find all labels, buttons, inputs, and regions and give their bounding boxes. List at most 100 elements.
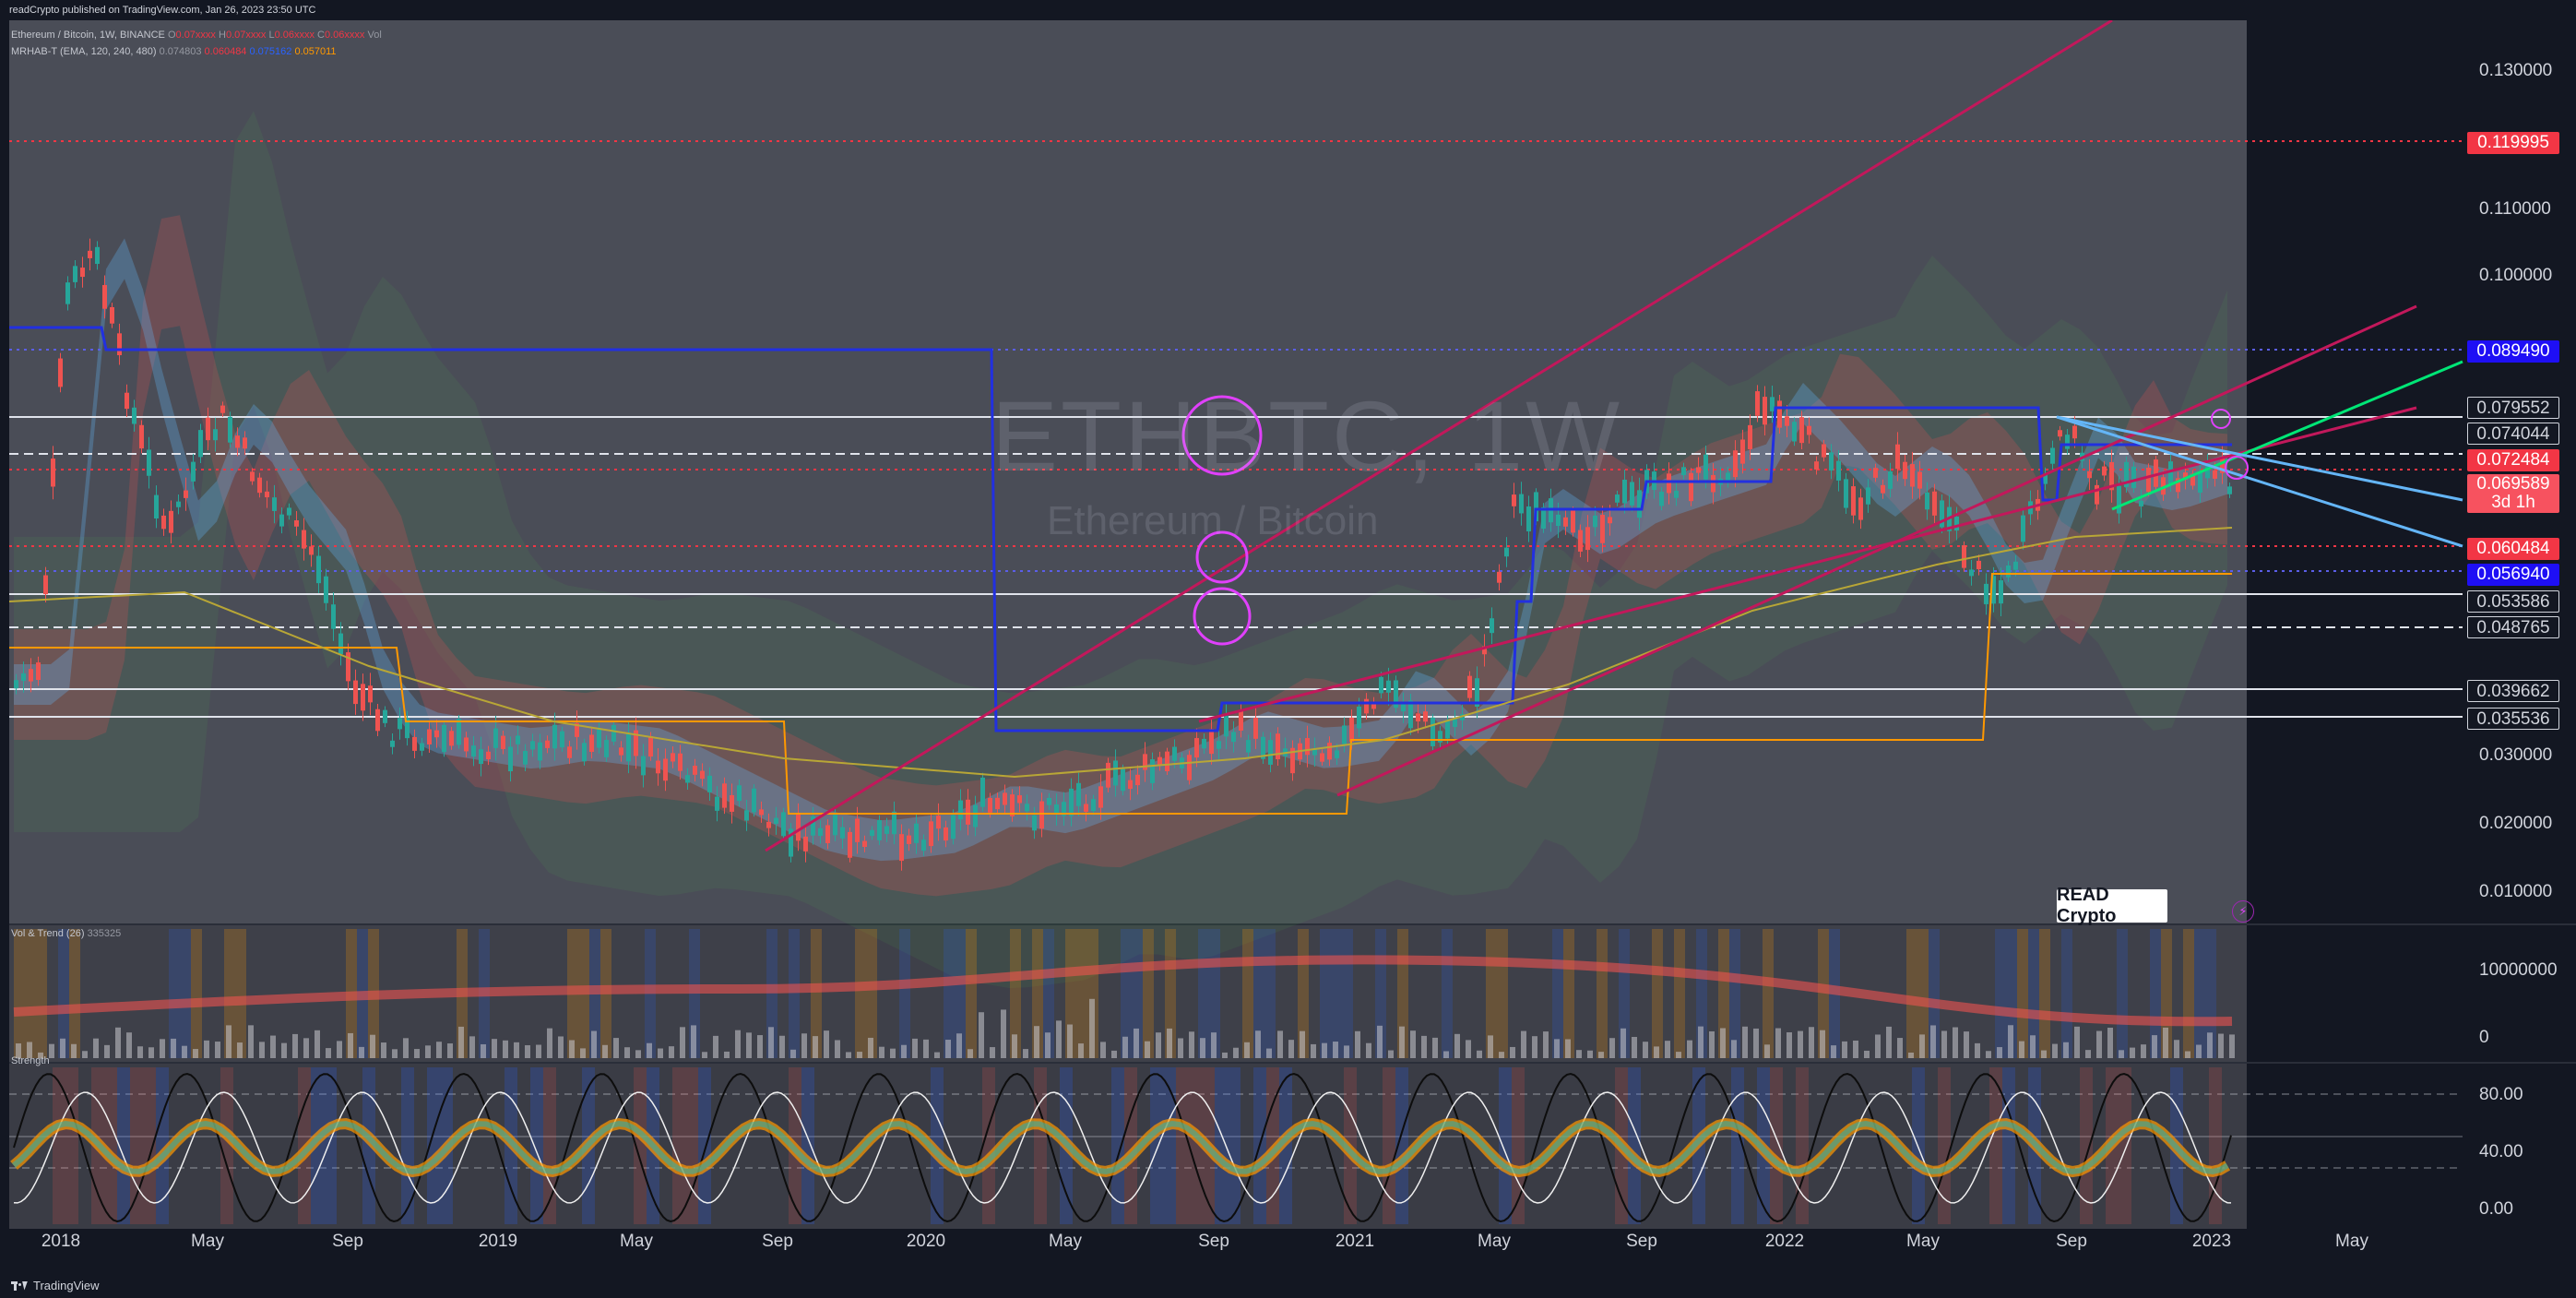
blue-trendline-steep: [2056, 415, 2463, 548]
time-label: May: [191, 1232, 224, 1251]
candle-body: [1224, 715, 1229, 737]
ohlc-l-label: L: [268, 30, 275, 41]
price-badge-red-low: 0.060484: [2467, 538, 2559, 560]
volume-trend-band: [2183, 929, 2194, 1058]
strength-band: [1512, 1067, 1525, 1224]
volume-trend-band: [2061, 929, 2072, 1058]
volume-bar: [126, 1032, 132, 1058]
volume-bar: [315, 1030, 320, 1058]
vol-label: Vol: [367, 30, 382, 41]
strength-band: [634, 1067, 647, 1224]
candle-body: [552, 724, 557, 749]
candle-body: [1814, 461, 1819, 470]
time-label: 2022: [1764, 1232, 1805, 1251]
volume-bar: [1997, 1047, 2002, 1058]
candle-body: [1276, 733, 1280, 760]
volume-trend-band: [1763, 929, 1774, 1058]
candle-body: [589, 734, 594, 753]
candle-body: [1991, 576, 1996, 604]
candle-body: [2006, 565, 2011, 578]
candle-body: [1748, 424, 1752, 449]
volume-trend-band: [1331, 929, 1342, 1058]
candle-body: [1157, 756, 1162, 766]
candle-body: [1637, 490, 1642, 518]
candle-body: [1113, 760, 1118, 786]
volume-bar: [680, 1027, 685, 1058]
candle-body: [2161, 477, 2166, 495]
candle-body: [125, 392, 129, 410]
volume-bar: [1665, 1041, 1670, 1058]
chart-canvas[interactable]: [0, 20, 2576, 1273]
candle-body: [1681, 467, 1686, 476]
candle-body: [1430, 717, 1435, 746]
volume-bar: [790, 1049, 796, 1058]
candle-body: [427, 729, 432, 744]
volume-bar: [1908, 1052, 1914, 1058]
candle-body: [1585, 527, 1590, 551]
candle-body: [147, 449, 151, 476]
candle-body: [929, 821, 933, 847]
volume-bar: [669, 1046, 674, 1058]
volume-bar: [60, 1038, 65, 1058]
bar-countdown: 3d 1h: [2491, 493, 2535, 512]
strength-band: [2119, 1067, 2131, 1224]
volume-bar: [1477, 1050, 1482, 1058]
volume-trend-band: [1818, 929, 1829, 1058]
candle-body: [567, 746, 572, 758]
candle-body: [1792, 422, 1797, 442]
volume-tick: 10000000: [2479, 960, 2558, 980]
candle-body: [1615, 494, 1620, 503]
volume-bar: [658, 1048, 663, 1058]
volume-bar: [1698, 1026, 1703, 1058]
volume-bar: [82, 1051, 88, 1058]
volume-bar: [1122, 1036, 1128, 1058]
candle-body: [405, 718, 410, 739]
ohlc-h-label: H: [219, 30, 226, 41]
volume-trend-band: [1917, 929, 1929, 1058]
volume-trend-band: [2150, 929, 2161, 1058]
volume-trend-band: [1442, 929, 1453, 1058]
strength-band: [1989, 1067, 2002, 1224]
volume-bar: [71, 1043, 77, 1058]
lightning-icon[interactable]: ⚡: [2232, 900, 2254, 923]
publisher-bar: readCrypto published on TradingView.com,…: [0, 0, 2576, 20]
volume-bar: [1100, 1042, 1106, 1058]
strength-band: [1395, 1067, 1408, 1224]
candle-body: [1253, 718, 1258, 739]
candle-body: [1047, 797, 1051, 805]
candle-body: [302, 530, 306, 549]
volume-bar: [1255, 1030, 1261, 1058]
volume-trend-band: [1032, 929, 1043, 1058]
volume-bar: [1853, 1040, 1858, 1058]
tradingview-mark-icon: [11, 1280, 28, 1291]
candle-body: [781, 812, 786, 837]
strength-tick: 80.00: [2479, 1085, 2523, 1104]
symbol-watermark-subtitle: Ethereum / Bitcoin: [1047, 498, 1379, 543]
candle-body: [1799, 417, 1804, 444]
volume-bar: [1333, 1042, 1338, 1058]
candle-body: [2013, 561, 2018, 570]
candle-body: [1733, 450, 1738, 478]
volume-trend-band: [1552, 929, 1563, 1058]
volume-bar: [2096, 1030, 2102, 1058]
price-tick: 0.020000: [2479, 814, 2553, 833]
volume-bar: [1587, 1050, 1593, 1058]
volume-bar: [2041, 1050, 2047, 1058]
volume-bar: [370, 1034, 375, 1058]
price-badge-level: 0.035536: [2467, 708, 2559, 730]
time-label: May: [620, 1232, 653, 1251]
candle-body: [361, 684, 365, 711]
volume-bar: [1654, 1046, 1659, 1058]
tradingview-logo[interactable]: TradingView: [11, 1279, 100, 1292]
horizontal-lines: [9, 140, 2463, 718]
time-label: Sep: [2056, 1232, 2087, 1251]
green-trendline: [2111, 360, 2463, 511]
candle-body: [132, 407, 137, 424]
volume-bar: [1864, 1050, 1870, 1058]
candle-body: [1416, 713, 1420, 721]
ascending-trendline: [765, 20, 2113, 852]
candle-body: [1925, 492, 1929, 510]
candle-body: [1873, 468, 1878, 478]
volume-trend-band: [58, 929, 69, 1058]
candle-body: [51, 458, 55, 487]
